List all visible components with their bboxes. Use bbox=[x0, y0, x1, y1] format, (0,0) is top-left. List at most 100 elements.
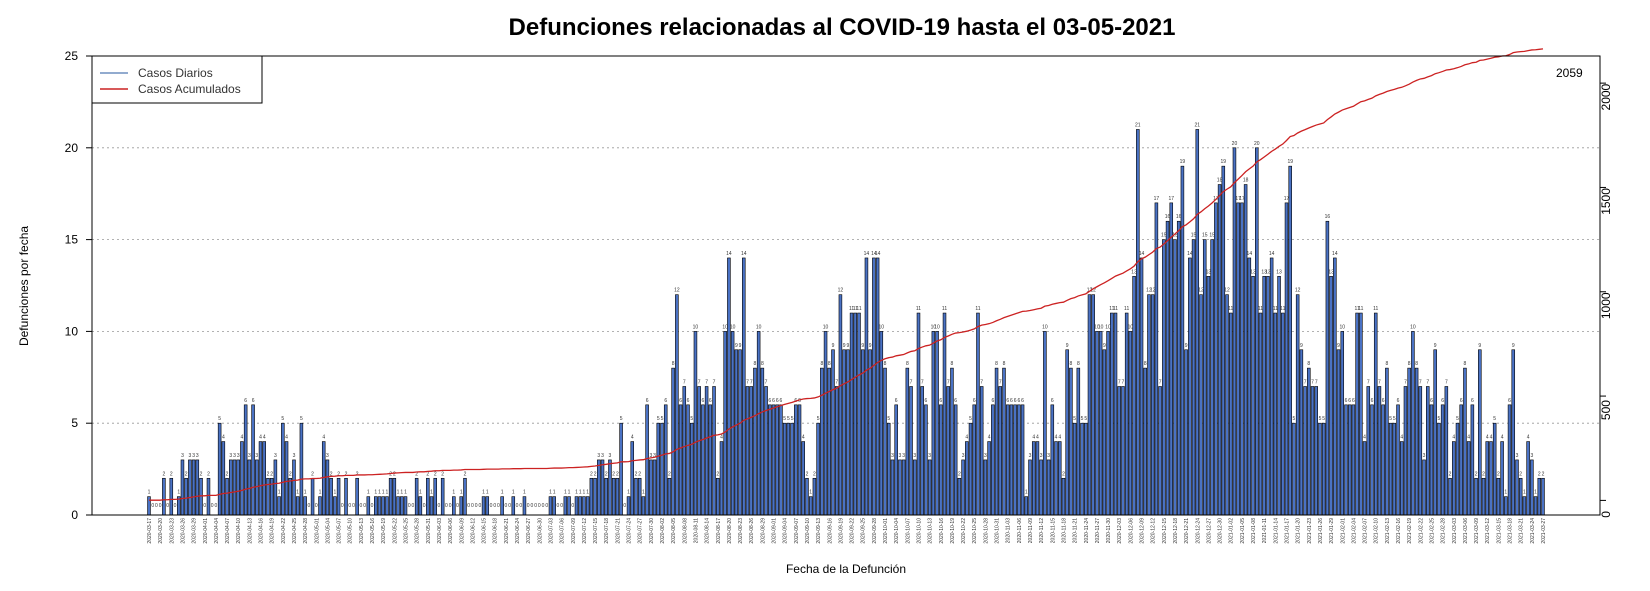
bar-value-label: 13 bbox=[1206, 269, 1212, 275]
bar-value-label: 9 bbox=[1103, 343, 1106, 349]
x-tick-label: 2020-06-21 bbox=[504, 518, 510, 544]
bar-value-label: 9 bbox=[1478, 343, 1481, 349]
bar-value-label: 5 bbox=[620, 416, 623, 422]
bar-value-label: 0 bbox=[315, 503, 318, 509]
x-tick-label: 2020-04-28 bbox=[303, 518, 309, 544]
bar bbox=[180, 459, 185, 516]
x-tick-label: 2020-03-29 bbox=[192, 518, 198, 544]
bar-value-label: 10 bbox=[1098, 324, 1104, 330]
bar-value-label: 7 bbox=[999, 379, 1002, 385]
x-tick-label: 2020-08-26 bbox=[749, 518, 755, 544]
bar bbox=[1500, 441, 1504, 516]
bar-value-label: 5 bbox=[1456, 416, 1459, 422]
bar-value-label: 4 bbox=[1490, 435, 1493, 441]
x-tick-label: 2020-06-12 bbox=[470, 518, 476, 544]
bar-value-label: 4 bbox=[988, 435, 991, 441]
bar-value-label: 2 bbox=[1538, 471, 1541, 477]
bar bbox=[924, 404, 928, 516]
bar-value-label: 8 bbox=[672, 361, 675, 367]
bar-value-label: 5 bbox=[817, 416, 820, 422]
bar-value-label: 8 bbox=[1003, 361, 1006, 367]
bar-value-label: 6 bbox=[954, 398, 957, 404]
x-tick-label: 2021-01-11 bbox=[1262, 518, 1268, 543]
bar bbox=[1448, 477, 1452, 516]
bar-value-label: 2 bbox=[1542, 471, 1545, 477]
x-tick-label: 2020-06-24 bbox=[515, 518, 521, 544]
bar-value-label: 13 bbox=[1250, 269, 1256, 275]
bar-value-label: 0 bbox=[560, 503, 563, 509]
bar-value-label: 18 bbox=[1217, 178, 1223, 184]
x-tick-label: 2020-05-13 bbox=[359, 518, 365, 544]
bar bbox=[1031, 441, 1036, 516]
bar bbox=[1069, 367, 1073, 516]
bar-value-label: 6 bbox=[939, 398, 942, 404]
bar-value-label: 4 bbox=[1467, 435, 1470, 441]
bar-value-label: 6 bbox=[1371, 398, 1374, 404]
bar bbox=[663, 404, 668, 516]
bar bbox=[886, 422, 891, 516]
x-tick-label: 2020-03-23 bbox=[169, 518, 175, 544]
x-tick-label: 2020-05-04 bbox=[325, 518, 331, 544]
bar bbox=[1307, 367, 1311, 516]
bar-value-label: 4 bbox=[263, 435, 266, 441]
bar bbox=[913, 459, 917, 516]
bar-value-label: 6 bbox=[1345, 398, 1348, 404]
bar-value-label: 3 bbox=[189, 453, 192, 459]
bar bbox=[377, 496, 382, 516]
bar-value-label: 4 bbox=[222, 435, 225, 441]
bar-value-label: 6 bbox=[973, 398, 976, 404]
bar bbox=[199, 477, 203, 516]
bar-value-label: 2 bbox=[162, 471, 165, 477]
bar bbox=[968, 422, 973, 516]
bar bbox=[426, 477, 430, 516]
bar bbox=[812, 477, 817, 516]
bar-value-label: 11 bbox=[1373, 306, 1378, 312]
bar-value-label: 2 bbox=[1519, 471, 1522, 477]
bar-value-label: 11 bbox=[1280, 306, 1285, 312]
bar-value-label: 7 bbox=[835, 379, 838, 385]
bar-value-label: 1 bbox=[400, 490, 403, 496]
bar-value-label: 12 bbox=[1090, 288, 1096, 294]
bar bbox=[719, 441, 724, 516]
y-left-tick-label: 25 bbox=[65, 49, 79, 63]
bar bbox=[979, 386, 984, 516]
y-right-tick-label: 2000 bbox=[1599, 83, 1613, 110]
bar bbox=[1362, 441, 1367, 516]
bar-value-label: 0 bbox=[211, 503, 214, 509]
bar-value-label: 1 bbox=[430, 490, 433, 496]
bar bbox=[678, 404, 683, 516]
bar bbox=[1426, 386, 1430, 516]
bar-value-label: 17 bbox=[1154, 196, 1160, 202]
bar bbox=[768, 404, 772, 516]
bar bbox=[991, 404, 995, 516]
bar bbox=[1459, 404, 1463, 516]
x-tick-label: 2020-04-10 bbox=[236, 518, 242, 544]
bar-value-label: 1 bbox=[404, 490, 407, 496]
bar-value-label: 3 bbox=[913, 453, 916, 459]
bar-value-label: 12 bbox=[1150, 288, 1156, 294]
bar-value-label: 11 bbox=[1124, 306, 1129, 312]
bar-value-label: 4 bbox=[1055, 435, 1058, 441]
bar bbox=[1530, 459, 1534, 516]
bar-value-label: 4 bbox=[1452, 435, 1455, 441]
bar bbox=[641, 496, 646, 516]
bar-value-label: 2 bbox=[958, 471, 961, 477]
bar bbox=[1169, 202, 1174, 516]
bar-value-label: 14 bbox=[864, 251, 870, 257]
bar-value-label: 14 bbox=[1187, 251, 1193, 257]
bar-value-label: 6 bbox=[1441, 398, 1444, 404]
bar-value-label: 3 bbox=[237, 453, 240, 459]
bar bbox=[1511, 349, 1516, 516]
bar-value-label: 6 bbox=[1430, 398, 1433, 404]
bar-value-label: 10 bbox=[1042, 324, 1048, 330]
bar bbox=[771, 404, 776, 516]
bar-value-label: 1 bbox=[452, 490, 455, 496]
bar-value-label: 1 bbox=[575, 490, 578, 496]
bar bbox=[1399, 441, 1404, 516]
x-tick-label: 2020-10-13 bbox=[928, 518, 934, 544]
bar bbox=[1225, 294, 1229, 516]
bar-value-label: 1 bbox=[809, 490, 812, 496]
bar-value-label: 14 bbox=[741, 251, 747, 257]
bar-value-label: 1 bbox=[1504, 490, 1507, 496]
cumulative-line bbox=[149, 48, 1544, 501]
